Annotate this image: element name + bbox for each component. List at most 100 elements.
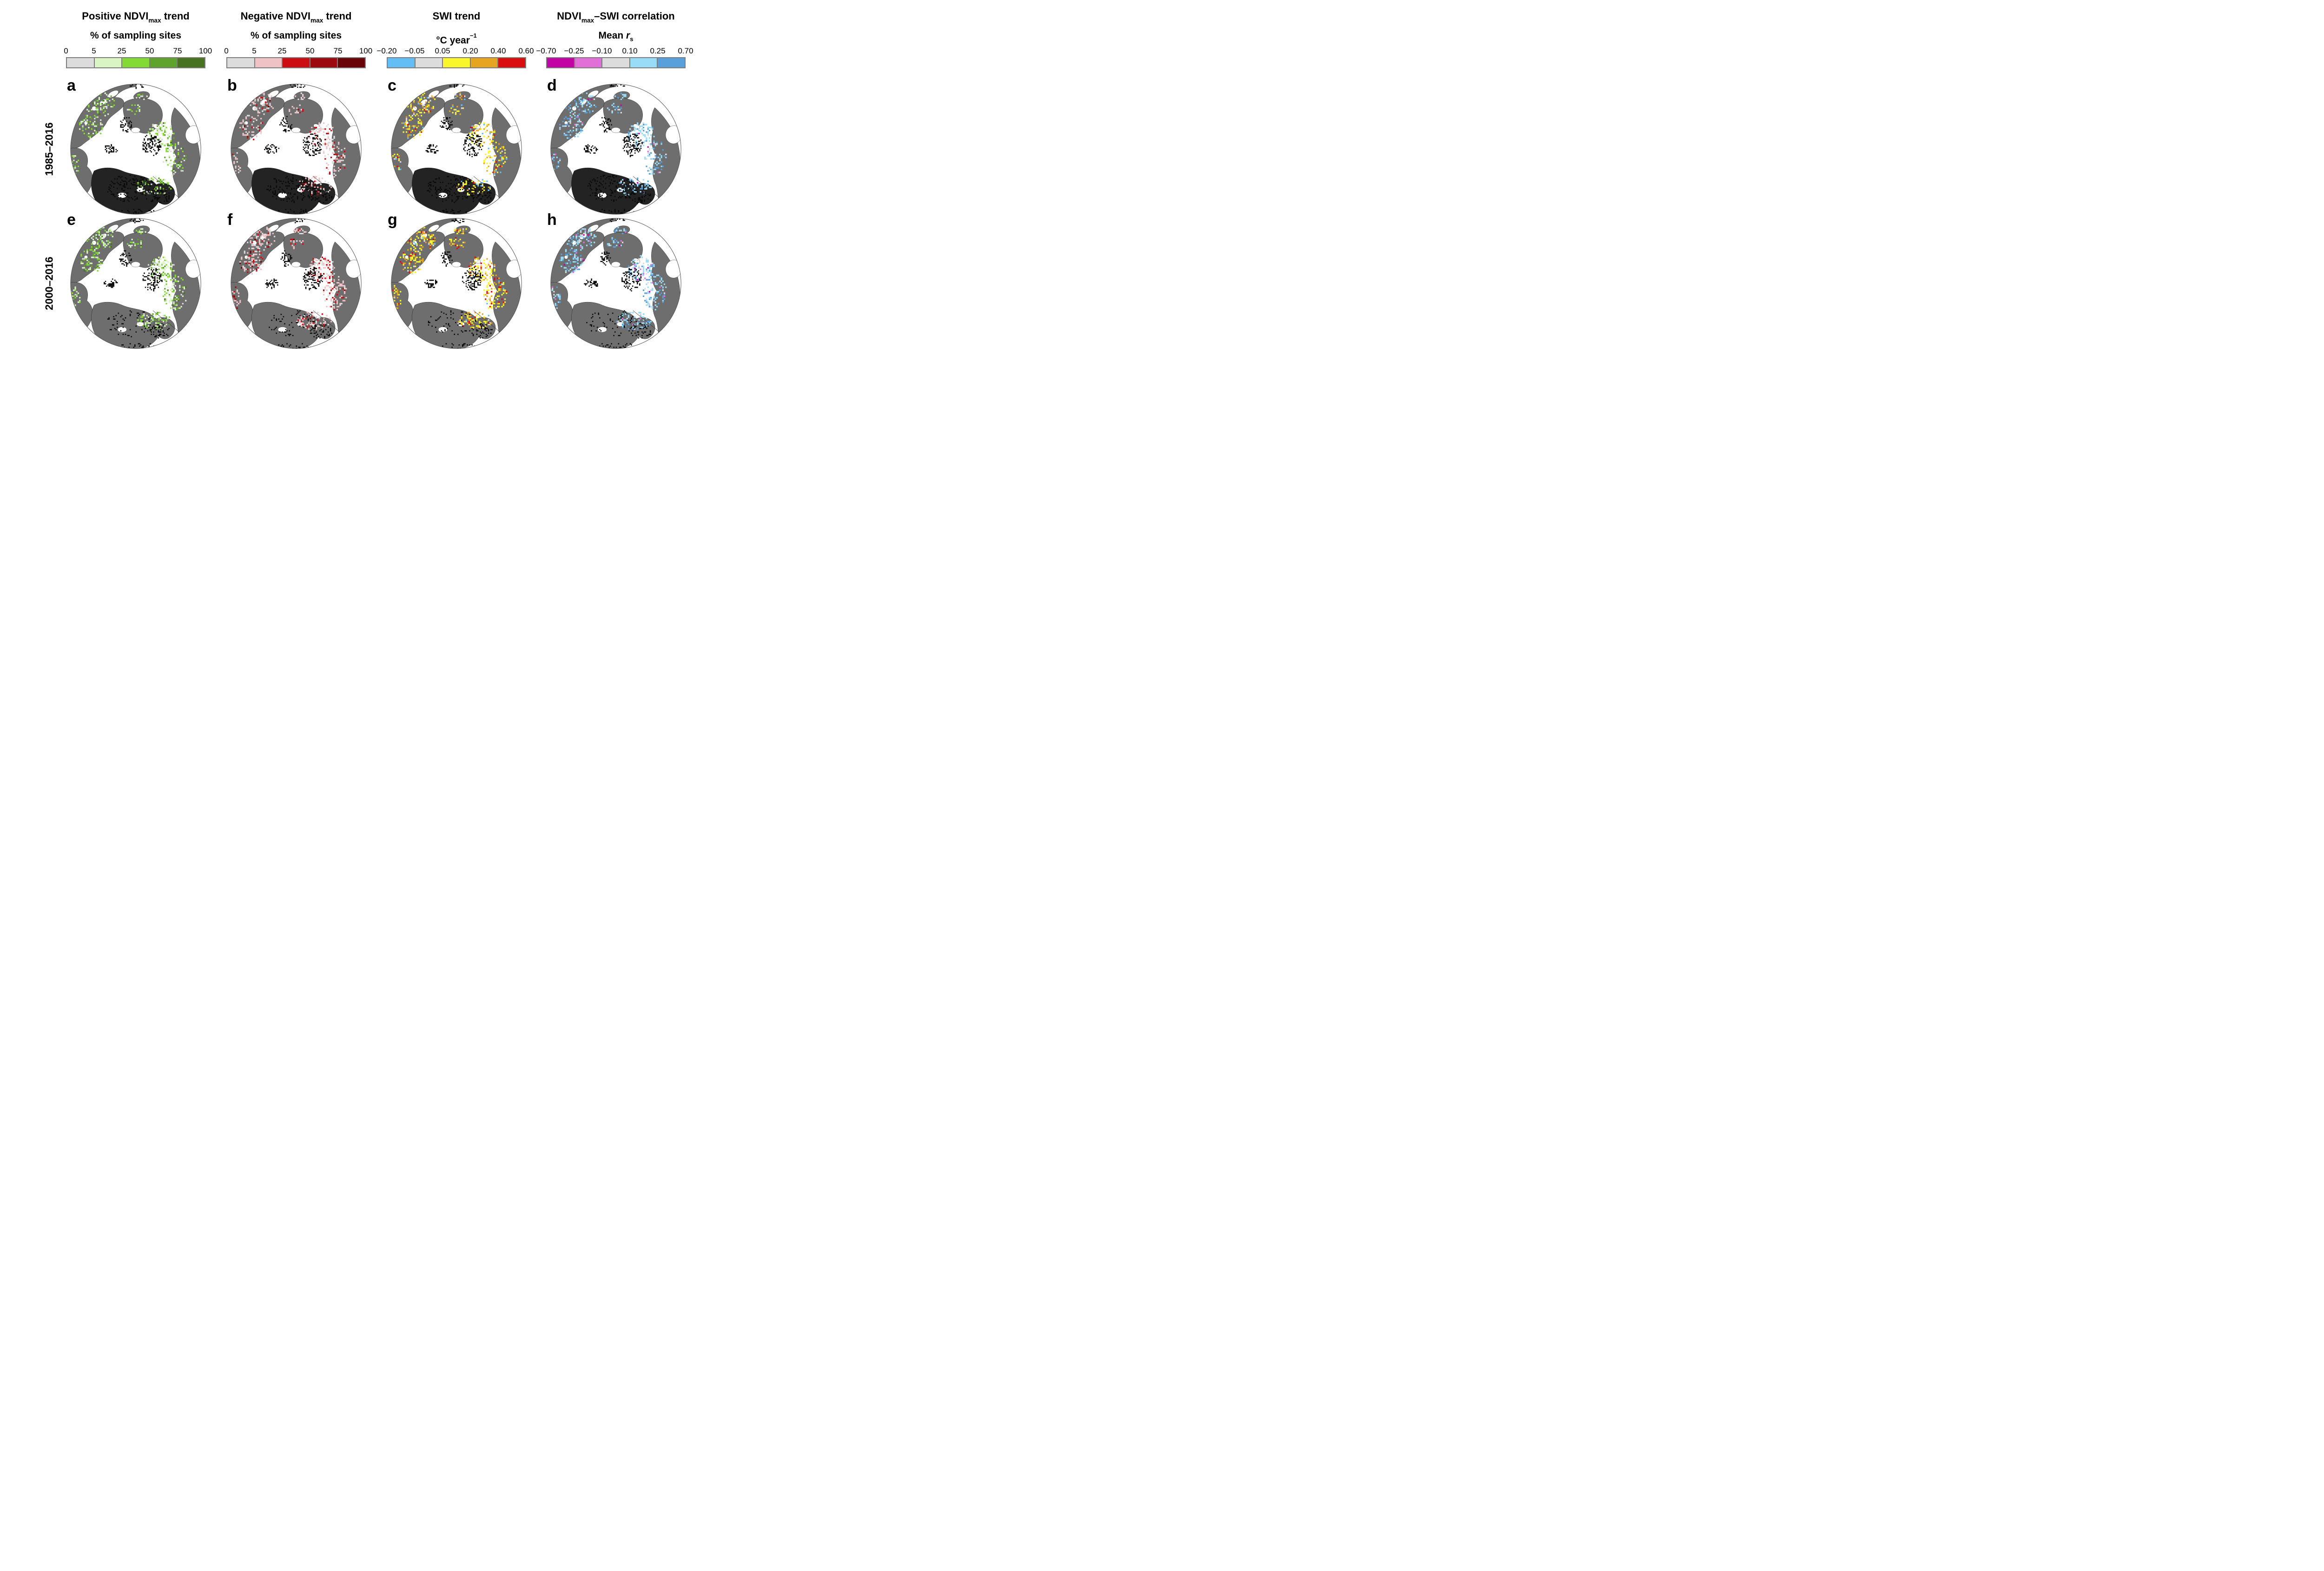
text-segment: °C year [436, 35, 470, 46]
tick-label: −0.05 [404, 46, 425, 55]
colorbar-segment [601, 58, 629, 67]
tick-label: −0.25 [564, 46, 584, 55]
text-segment: % of sampling sites [90, 30, 182, 41]
text-segment: trend [161, 10, 190, 22]
colorbar-ticks: 0 5 25 50 75 100 [64, 46, 212, 56]
text-segment: s [630, 35, 634, 43]
text-segment: −1 [469, 32, 477, 39]
legend-title: Positive NDVImax trend [61, 9, 210, 24]
legend-title: Negative NDVImax trend [222, 9, 370, 24]
colorbar-segment [149, 58, 177, 67]
colorbar-segment [177, 58, 205, 67]
panel-letter-e: e [67, 211, 76, 229]
colorbar-segment [67, 58, 94, 67]
tick-label: 0 [224, 46, 229, 55]
panel-letter-b: b [227, 77, 237, 94]
colorbar-segment [121, 58, 149, 67]
tick-label: 50 [145, 46, 154, 55]
map-panel-h: h [547, 212, 684, 351]
colorbar-segment [309, 58, 337, 67]
polar-map-g [389, 216, 524, 351]
text-segment: NDVI [557, 10, 581, 22]
tick-label: 25 [277, 46, 287, 55]
tick-label: 25 [117, 46, 126, 55]
polar-map-svg [231, 84, 362, 215]
tick-label: 75 [173, 46, 182, 55]
colorbar-segment [388, 58, 415, 67]
text-segment: max [310, 17, 324, 24]
text-segment: max [148, 17, 161, 24]
legend-title: SWI trend [382, 9, 531, 23]
text-segment: r [626, 30, 630, 41]
polar-map-c [389, 81, 524, 217]
polar-map-f [228, 216, 364, 351]
polar-map-b [228, 81, 364, 217]
text-segment: Mean [598, 30, 627, 41]
tick-label: 50 [305, 46, 315, 55]
text-segment: –SWI correlation [594, 10, 675, 22]
tick-label: −0.10 [592, 46, 612, 55]
colorbar-segment [657, 58, 685, 67]
polar-map-h [548, 216, 684, 351]
colorbar-segment [93, 58, 122, 67]
legend-title: NDVImax–SWI correlation [541, 9, 690, 24]
colorbar-segment [574, 58, 602, 67]
tick-label: 0.20 [462, 46, 478, 55]
text-segment: trend [323, 10, 352, 22]
panel-letter-a: a [67, 77, 76, 94]
polar-map-svg [391, 84, 522, 215]
tick-label: 0.25 [650, 46, 666, 55]
colorbar-segment [254, 58, 282, 67]
tick-label: 0.10 [622, 46, 638, 55]
text-segment: Negative NDVI [240, 10, 310, 22]
polar-map-d [548, 81, 684, 217]
panel-letter-c: c [388, 77, 396, 94]
text-segment: max [581, 17, 594, 24]
panel-letter-h: h [547, 211, 557, 229]
colorbar-segment [227, 58, 254, 67]
colorbar-ticks: 0 5 25 50 75 100 [224, 46, 372, 56]
polar-map-svg [550, 84, 681, 215]
map-panel-d: d [547, 77, 684, 217]
row-label-2000-2016: 2000–2016 [43, 256, 55, 310]
map-panel-e: e [67, 212, 204, 351]
colorbar [226, 57, 366, 68]
tick-label: 5 [92, 46, 96, 55]
colorbar-segment [282, 58, 310, 67]
tick-label: 0.60 [518, 46, 534, 55]
text-segment: Positive NDVI [82, 10, 149, 22]
polar-map-a [68, 81, 204, 217]
colorbar-segment [497, 58, 525, 67]
polar-map-svg [391, 218, 522, 349]
colorbar [66, 57, 205, 68]
colorbar [387, 57, 526, 68]
polar-map-svg [70, 218, 201, 349]
map-panel-c: c [388, 77, 524, 217]
colorbar-segment [547, 58, 574, 67]
polar-map-svg [70, 84, 201, 215]
panel-letter-g: g [388, 211, 397, 229]
figure-canvas: Positive NDVImax trend % of sampling sit… [0, 0, 714, 352]
tick-label: 75 [333, 46, 343, 55]
polar-map-e [68, 216, 204, 351]
map-panel-a: a [67, 77, 204, 217]
tick-label: −0.20 [376, 46, 397, 55]
legend-swi-trend: SWI trend °C year−1 −0.20 −0.05 0.05 0.20 0.… [376, 9, 534, 68]
tick-label: 100 [359, 46, 373, 55]
row-label-1985-2016: 1985–2016 [43, 122, 55, 176]
legend-ndvi-swi-correlation: NDVImax–SWI correlation Mean rs −0.70 −0.… [536, 9, 693, 68]
colorbar-segment [629, 58, 657, 67]
text-segment: % of sampling sites [250, 30, 342, 41]
polar-map-svg [231, 218, 362, 349]
legend-positive-ndvi-trend: Positive NDVImax trend % of sampling sit… [61, 9, 212, 68]
panel-letter-d: d [547, 77, 557, 94]
legend-unit: % of sampling sites [222, 30, 370, 42]
colorbar-segment [414, 58, 442, 67]
map-panel-g: g [388, 212, 524, 351]
tick-label: 0 [64, 46, 68, 55]
colorbar-ticks: −0.70 −0.25 −0.10 0.10 0.25 0.70 [536, 46, 693, 56]
text-segment: SWI trend [432, 10, 481, 22]
tick-label: 5 [252, 46, 257, 55]
tick-label: 0.40 [490, 46, 506, 55]
colorbar [546, 57, 686, 68]
